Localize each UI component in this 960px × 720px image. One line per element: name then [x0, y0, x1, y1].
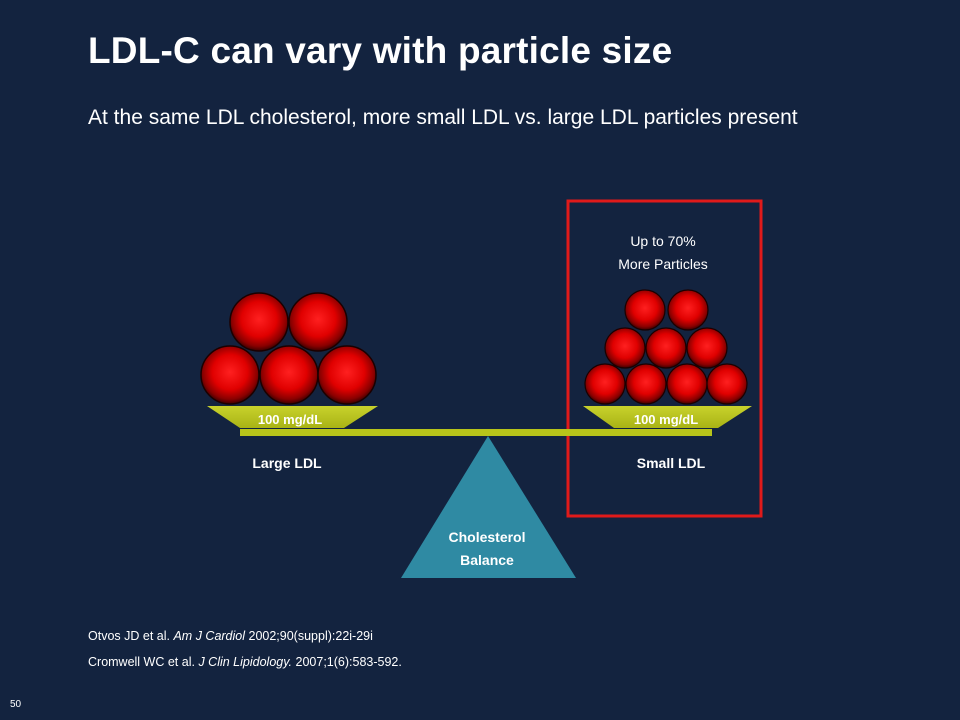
slide-number: 50: [10, 699, 22, 710]
large-ldl-particle: [229, 292, 289, 352]
small-ldl-caption: Small LDL: [637, 455, 706, 471]
large-ldl-particles: [200, 292, 377, 405]
callout-line1: Up to 70%: [630, 233, 695, 249]
references: Otvos JD et al. Am J Cardiol 2002;90(sup…: [88, 623, 402, 675]
reference-item: Otvos JD et al. Am J Cardiol 2002;90(sup…: [88, 623, 402, 649]
reference-citation: 2002;90(suppl):22i-29i: [248, 629, 373, 643]
small-ldl-particle: [645, 327, 687, 369]
reference-item: Cromwell WC et al. J Clin Lipidology. 20…: [88, 649, 402, 675]
small-ldl-particle: [584, 363, 626, 405]
large-ldl-particle: [317, 345, 377, 405]
small-ldl-particle: [624, 289, 666, 331]
right-pan: [583, 406, 752, 428]
small-ldl-particles: [584, 289, 748, 405]
balance-beam: [240, 429, 712, 436]
large-ldl-particle: [259, 345, 319, 405]
highlight-box: [566, 199, 763, 518]
fulcrum-label-line2: Balance: [460, 552, 514, 568]
callout-line2: More Particles: [618, 256, 707, 272]
small-ldl-particle: [666, 363, 708, 405]
slide-subtitle: At the same LDL cholesterol, more small …: [88, 106, 798, 129]
left-pan-value: 100 mg/dL: [258, 412, 322, 427]
fulcrum-label-line1: Cholesterol: [448, 529, 525, 545]
reference-authors: Cromwell WC et al.: [88, 655, 195, 669]
slide-title: LDL-C can vary with particle size: [88, 30, 673, 71]
right-pan-value: 100 mg/dL: [634, 412, 698, 427]
fulcrum-triangle: [401, 436, 576, 578]
small-ldl-particle: [706, 363, 748, 405]
small-ldl-particle: [667, 289, 709, 331]
large-ldl-particle: [200, 345, 260, 405]
reference-journal: J Clin Lipidology.: [198, 655, 293, 669]
reference-journal: Am J Cardiol: [173, 629, 246, 643]
small-ldl-particle: [625, 363, 667, 405]
small-ldl-particle: [686, 327, 728, 369]
reference-authors: Otvos JD et al.: [88, 629, 170, 643]
small-ldl-particle: [604, 327, 646, 369]
large-ldl-caption: Large LDL: [252, 455, 322, 471]
reference-citation: 2007;1(6):583-592.: [295, 655, 402, 669]
large-ldl-particle: [288, 292, 348, 352]
left-pan: [207, 406, 378, 428]
